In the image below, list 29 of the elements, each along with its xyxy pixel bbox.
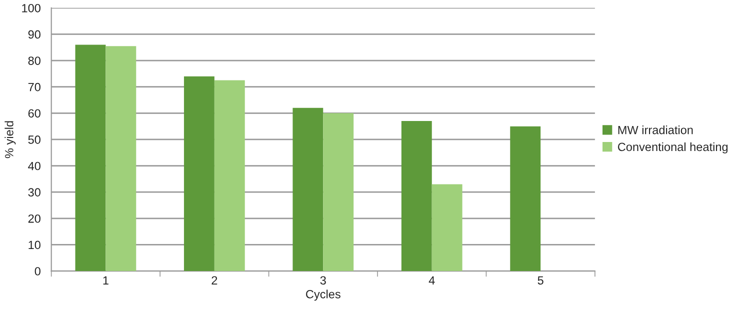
bar: [401, 121, 432, 272]
bar: [214, 80, 245, 272]
x-tick-label: 3: [320, 276, 326, 285]
x-tick-label: 4: [428, 276, 435, 284]
x-tick-label: 1: [103, 276, 108, 284]
bar: [510, 126, 541, 272]
bar: [432, 184, 462, 272]
x-tick-label: 5: [538, 276, 544, 285]
y-tick-label: 10: [28, 240, 40, 250]
legend-label: Conventional heating: [618, 142, 728, 154]
bar: [323, 113, 354, 272]
y-tick-label: 80: [28, 56, 40, 65]
y-tick-label: 100: [22, 4, 40, 12]
y-tick-label: 30: [28, 188, 40, 196]
legend-label: MW irradiation: [618, 126, 693, 134]
y-tick-label: 20: [28, 214, 40, 223]
bar: [106, 46, 136, 272]
x-tick-label: 2: [212, 276, 218, 284]
y-tick-label: 60: [28, 109, 40, 118]
y-axis-title: % yield: [4, 121, 16, 158]
y-tick-label: 40: [28, 162, 40, 170]
bar: [75, 44, 106, 272]
x-axis-title: Cycles: [306, 290, 340, 301]
bar: [184, 76, 214, 272]
y-tick-label: 70: [28, 82, 40, 92]
y-tick-label: 90: [28, 30, 40, 39]
y-tick-label: 0: [34, 267, 40, 276]
bar: [292, 108, 324, 272]
y-tick-label: 50: [28, 136, 40, 144]
